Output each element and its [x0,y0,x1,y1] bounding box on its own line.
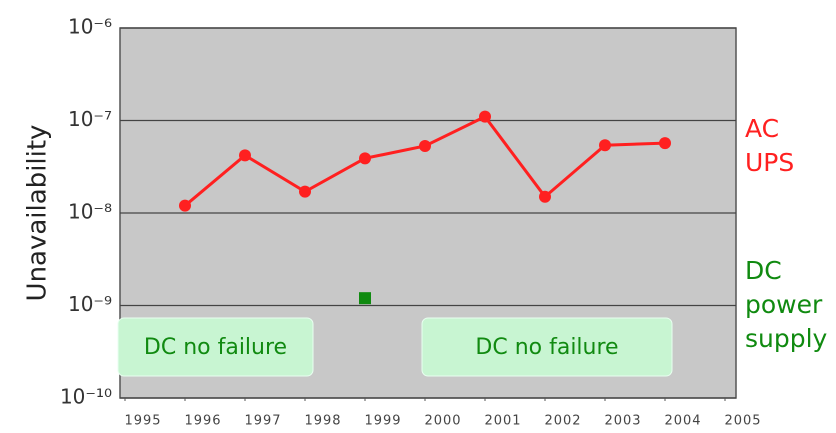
data-point [479,110,491,123]
data-point [239,149,251,162]
x-tick-label: 1998 [304,414,341,429]
y-tick-label: 10⁻⁸ [68,200,112,224]
x-tick-label: 1997 [244,414,281,429]
annotation: DC no failure [475,335,618,360]
data-point [539,190,551,203]
annotation: DC no failure [144,335,287,360]
annotation-box [421,317,673,377]
legend-word: DC [745,256,782,285]
legend-label: DC power supply [745,256,828,353]
legend-word: power [745,290,823,319]
x-tick-label: 2000 [424,414,461,429]
legend-word: AC [745,114,779,143]
y-tick-label: 10⁻⁶ [68,15,112,39]
legend-word: supply [745,324,828,353]
x-tick-label: 2003 [604,414,641,429]
x-tick-label: 1995 [124,414,161,429]
data-point [599,139,611,152]
data-point [659,137,671,150]
x-tick-label: 2001 [484,414,521,429]
x-tick-label: 1999 [364,414,401,429]
legend-word: UPS [745,148,794,177]
y-tick-label: 10⁻⁹ [68,292,112,316]
x-tick-label: 2002 [544,414,581,429]
y-tick-label: 10⁻⁷ [68,107,112,131]
data-point [419,140,431,153]
x-tick-label: 1996 [184,414,221,429]
y-axis-label: Unavailability [23,125,53,302]
data-point [359,152,371,165]
x-tick-label: 2005 [724,414,761,429]
legend-label: AC UPS [745,114,794,177]
data-point [299,185,311,198]
data-point [179,199,191,212]
data-point [359,292,371,305]
y-tick-label: 10⁻¹⁰ [60,385,112,409]
annotation-box [117,317,314,377]
x-tick-label: 2004 [664,414,701,429]
